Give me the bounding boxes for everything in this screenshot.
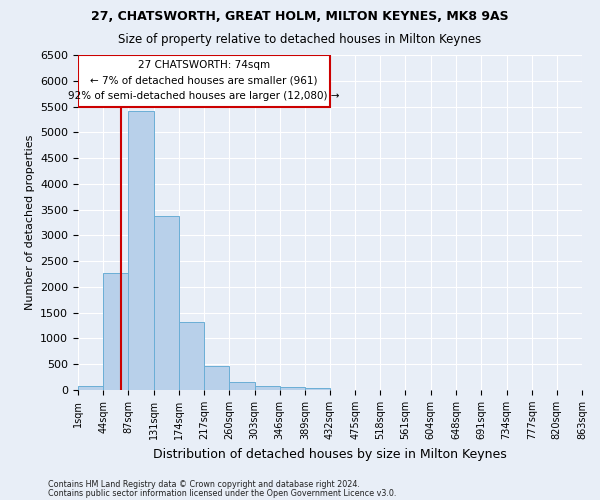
Text: 27, CHATSWORTH, GREAT HOLM, MILTON KEYNES, MK8 9AS: 27, CHATSWORTH, GREAT HOLM, MILTON KEYNE…: [91, 10, 509, 23]
Bar: [204, 366, 229, 390]
Bar: [154, 216, 179, 390]
Text: 27 CHATSWORTH: 74sqm
← 7% of detached houses are smaller (961)
92% of semi-detac: 27 CHATSWORTH: 74sqm ← 7% of detached ho…: [68, 60, 340, 102]
FancyBboxPatch shape: [78, 55, 330, 106]
Bar: [229, 382, 254, 390]
Text: Contains public sector information licensed under the Open Government Licence v3: Contains public sector information licen…: [48, 488, 397, 498]
Bar: [128, 110, 154, 390]
Text: Contains HM Land Registry data © Crown copyright and database right 2024.: Contains HM Land Registry data © Crown c…: [48, 480, 360, 489]
Bar: [179, 322, 204, 390]
Text: Size of property relative to detached houses in Milton Keynes: Size of property relative to detached ho…: [118, 32, 482, 46]
Y-axis label: Number of detached properties: Number of detached properties: [25, 135, 35, 310]
Bar: [280, 386, 305, 390]
Bar: [103, 273, 128, 390]
Bar: [78, 386, 103, 390]
Bar: [254, 386, 280, 390]
X-axis label: Distribution of detached houses by size in Milton Keynes: Distribution of detached houses by size …: [153, 448, 507, 460]
Bar: [305, 388, 330, 390]
